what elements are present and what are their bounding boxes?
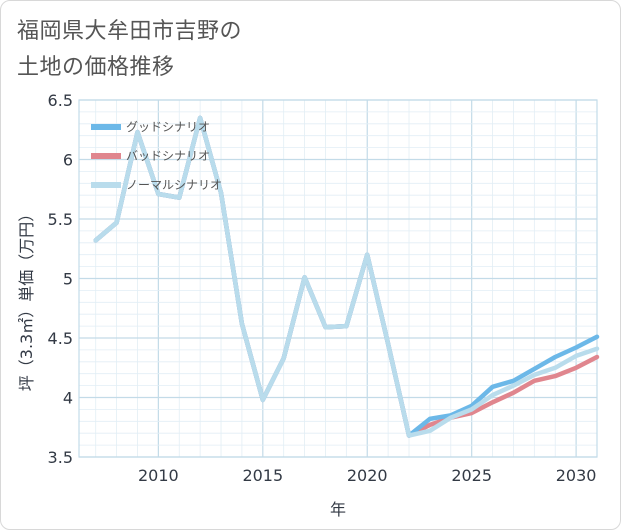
y-axis-label: 坪（3.3㎡）単価（万円）	[17, 206, 36, 391]
title-line-2: 土地の価格推移	[17, 55, 175, 80]
title-line-1: 福岡県大牟田市吉野の	[17, 19, 243, 44]
y-tick-label: 6	[63, 151, 73, 170]
y-tick-label: 5.5	[48, 210, 73, 229]
x-axis-label: 年	[330, 500, 346, 519]
tick-labels: 2010 2015 2020 2025 2030 3.5 4 4.5 5 5.5 6 6.5	[48, 91, 597, 485]
y-tick-label: 4.5	[48, 329, 73, 348]
series-line-normal[interactable]	[93, 115, 600, 438]
y-tick-label: 3.5	[48, 448, 73, 467]
y-tick-label: 4	[63, 389, 73, 408]
legend-label-good[interactable]: グッドシナリオ	[126, 120, 210, 134]
legend-label-normal[interactable]: ノーマルシナリオ	[126, 178, 222, 192]
x-tick-label: 2010	[138, 466, 179, 485]
x-tick-label: 2025	[451, 466, 492, 485]
plot-border	[78, 99, 598, 458]
series-group	[93, 115, 600, 438]
x-tick-label: 2020	[347, 466, 388, 485]
legend-label-bad[interactable]: バッドシナリオ	[126, 149, 210, 163]
x-tick-label: 2030	[556, 466, 597, 485]
page-title: 福岡県大牟田市吉野の 土地の価格推移	[17, 14, 377, 86]
x-tick-label: 2015	[242, 466, 283, 485]
plot-frame	[78, 99, 598, 458]
y-tick-label: 6.5	[48, 91, 73, 110]
y-tick-label: 5	[63, 270, 73, 289]
